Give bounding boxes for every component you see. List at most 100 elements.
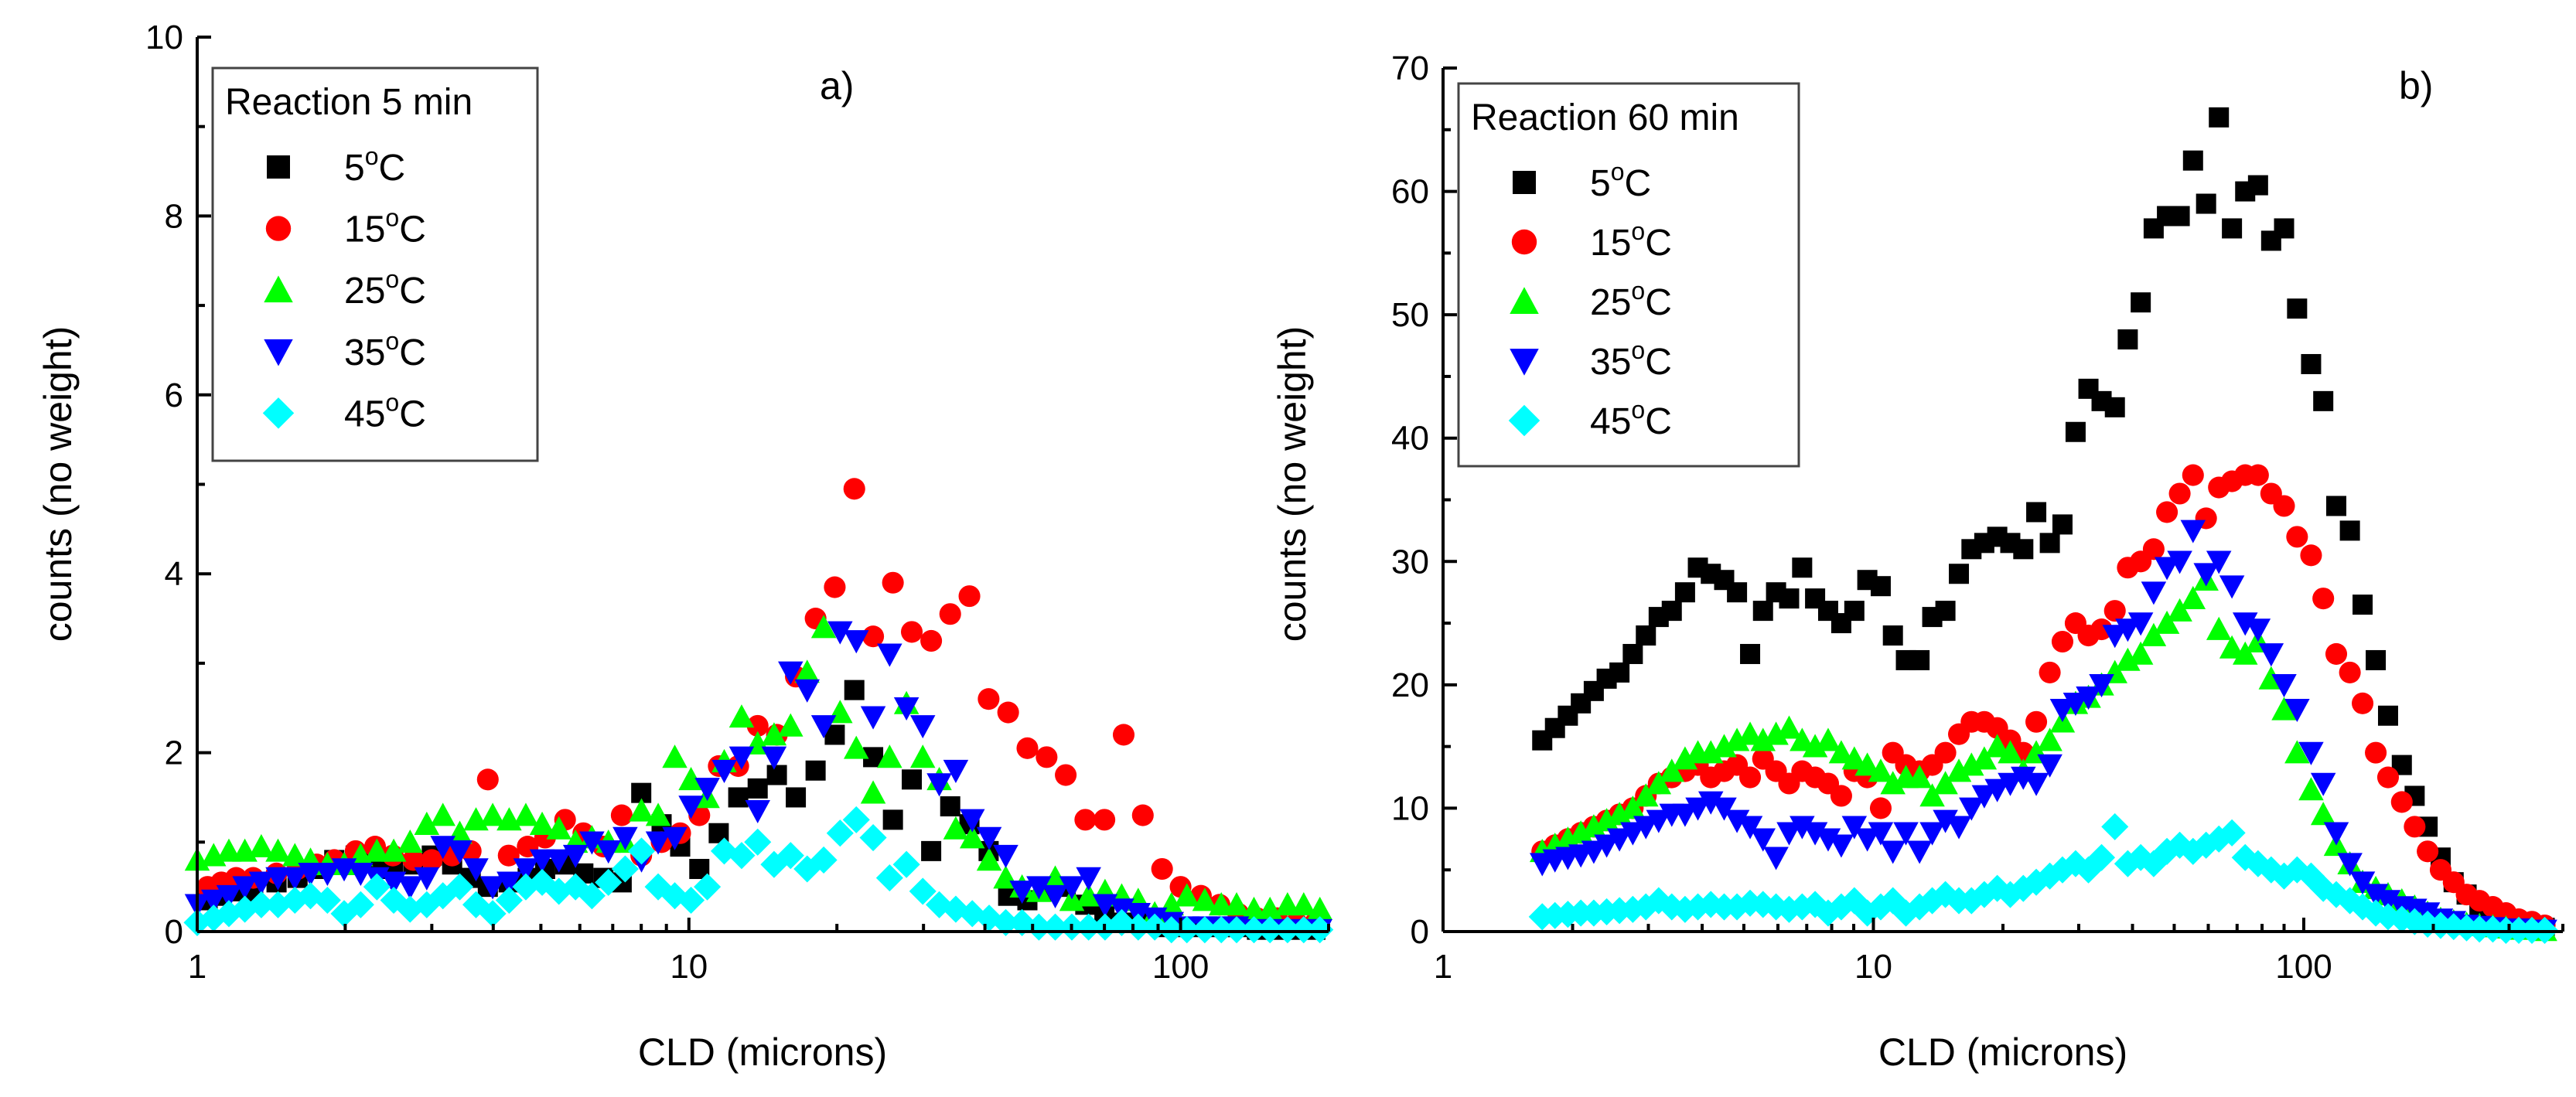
data-point — [1191, 916, 1219, 944]
data-point — [1306, 916, 1334, 944]
data-point — [2206, 616, 2232, 640]
legend-label: 25oC — [344, 265, 426, 312]
data-point — [778, 713, 804, 737]
data-point — [2104, 397, 2125, 417]
data-point — [921, 840, 942, 861]
data-point — [1970, 881, 1998, 908]
data-point — [479, 876, 506, 900]
data-point — [1880, 771, 1906, 795]
data-point — [2273, 495, 2295, 517]
y-tick-label: 6 — [165, 376, 183, 414]
data-point — [1776, 822, 1802, 846]
data-point — [1290, 916, 1318, 944]
data-point — [528, 868, 556, 896]
data-point — [495, 886, 523, 915]
data-point — [2115, 647, 2141, 671]
data-point — [2052, 514, 2073, 535]
x-axis-title: CLD (microns) — [638, 1031, 887, 1074]
data-point — [1026, 876, 1052, 900]
data-point — [1698, 791, 1724, 815]
data-point — [1274, 892, 1301, 916]
data-point — [496, 871, 522, 895]
data-point — [1580, 899, 1608, 927]
legend-marker — [1511, 229, 1537, 255]
data-point — [1671, 895, 1699, 923]
data-point — [860, 780, 886, 804]
legend-label: 5oC — [1590, 158, 1651, 204]
data-point — [1790, 816, 1815, 840]
data-point — [2313, 390, 2334, 411]
data-point — [1711, 797, 1737, 821]
data-point — [2039, 533, 2060, 554]
data-point — [1223, 892, 1250, 916]
data-point — [2141, 622, 2167, 646]
data-point — [1685, 797, 1711, 821]
data-point — [2025, 710, 2048, 733]
data-point — [711, 759, 737, 783]
data-point — [1762, 893, 1790, 921]
data-point — [1909, 649, 1930, 670]
data-point — [677, 886, 705, 915]
data-point — [662, 826, 688, 850]
data-point — [2417, 840, 2439, 863]
data-point — [2182, 150, 2203, 171]
legend-marker — [265, 216, 292, 241]
data-point — [1893, 822, 1919, 846]
data-point — [216, 838, 242, 862]
data-point — [745, 799, 770, 824]
data-point — [939, 603, 961, 625]
legend-box — [1457, 82, 1800, 468]
data-point — [1659, 758, 1685, 782]
data-point — [909, 877, 937, 905]
data-point — [497, 844, 520, 867]
data-point — [893, 697, 920, 721]
data-point — [1828, 740, 1854, 764]
data-point — [978, 688, 1000, 710]
data-point — [2377, 705, 2398, 726]
y-axis-title: counts (no weight) — [36, 326, 80, 642]
data-point — [1131, 804, 1154, 826]
legend-label: 45oC — [344, 388, 426, 434]
data-point — [2168, 482, 2191, 505]
data-point — [380, 838, 407, 862]
data-point — [2310, 802, 2336, 826]
data-point — [1737, 721, 1763, 745]
legend-label: 35oC — [1590, 336, 1672, 383]
data-point — [2131, 292, 2151, 313]
data-point — [761, 746, 787, 770]
data-point — [991, 908, 1020, 936]
x-axis-title: CLD (microns) — [1878, 1031, 2127, 1074]
data-point — [363, 873, 391, 901]
data-point — [2087, 843, 2116, 871]
data-point — [1959, 797, 1984, 821]
data-point — [402, 849, 425, 871]
data-point — [1672, 803, 1698, 827]
data-point — [1739, 766, 1762, 789]
data-point — [902, 769, 923, 790]
legend-marker — [264, 339, 293, 366]
data-point — [1750, 727, 1776, 751]
data-point — [445, 873, 474, 901]
data-point — [1658, 893, 1686, 921]
data-point — [2337, 853, 2363, 877]
data-point — [1880, 840, 1906, 864]
data-point — [281, 886, 309, 915]
data-point — [943, 759, 969, 783]
data-point — [2127, 612, 2154, 636]
data-point — [1646, 771, 1672, 795]
data-point — [2039, 661, 2061, 683]
data-point — [1869, 797, 1892, 819]
data-point — [2167, 550, 2192, 574]
data-point — [1041, 913, 1070, 941]
data-point — [892, 850, 920, 878]
data-point — [761, 722, 787, 746]
data-point — [282, 867, 308, 891]
legend-marker — [1513, 171, 1536, 194]
data-point — [805, 760, 826, 781]
data-point — [2154, 610, 2180, 634]
data-point — [859, 823, 887, 852]
data-point — [248, 833, 275, 857]
data-point — [1594, 808, 1619, 832]
data-point — [909, 715, 936, 739]
